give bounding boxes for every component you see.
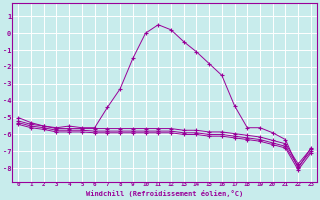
X-axis label: Windchill (Refroidissement éolien,°C): Windchill (Refroidissement éolien,°C) — [86, 190, 243, 197]
